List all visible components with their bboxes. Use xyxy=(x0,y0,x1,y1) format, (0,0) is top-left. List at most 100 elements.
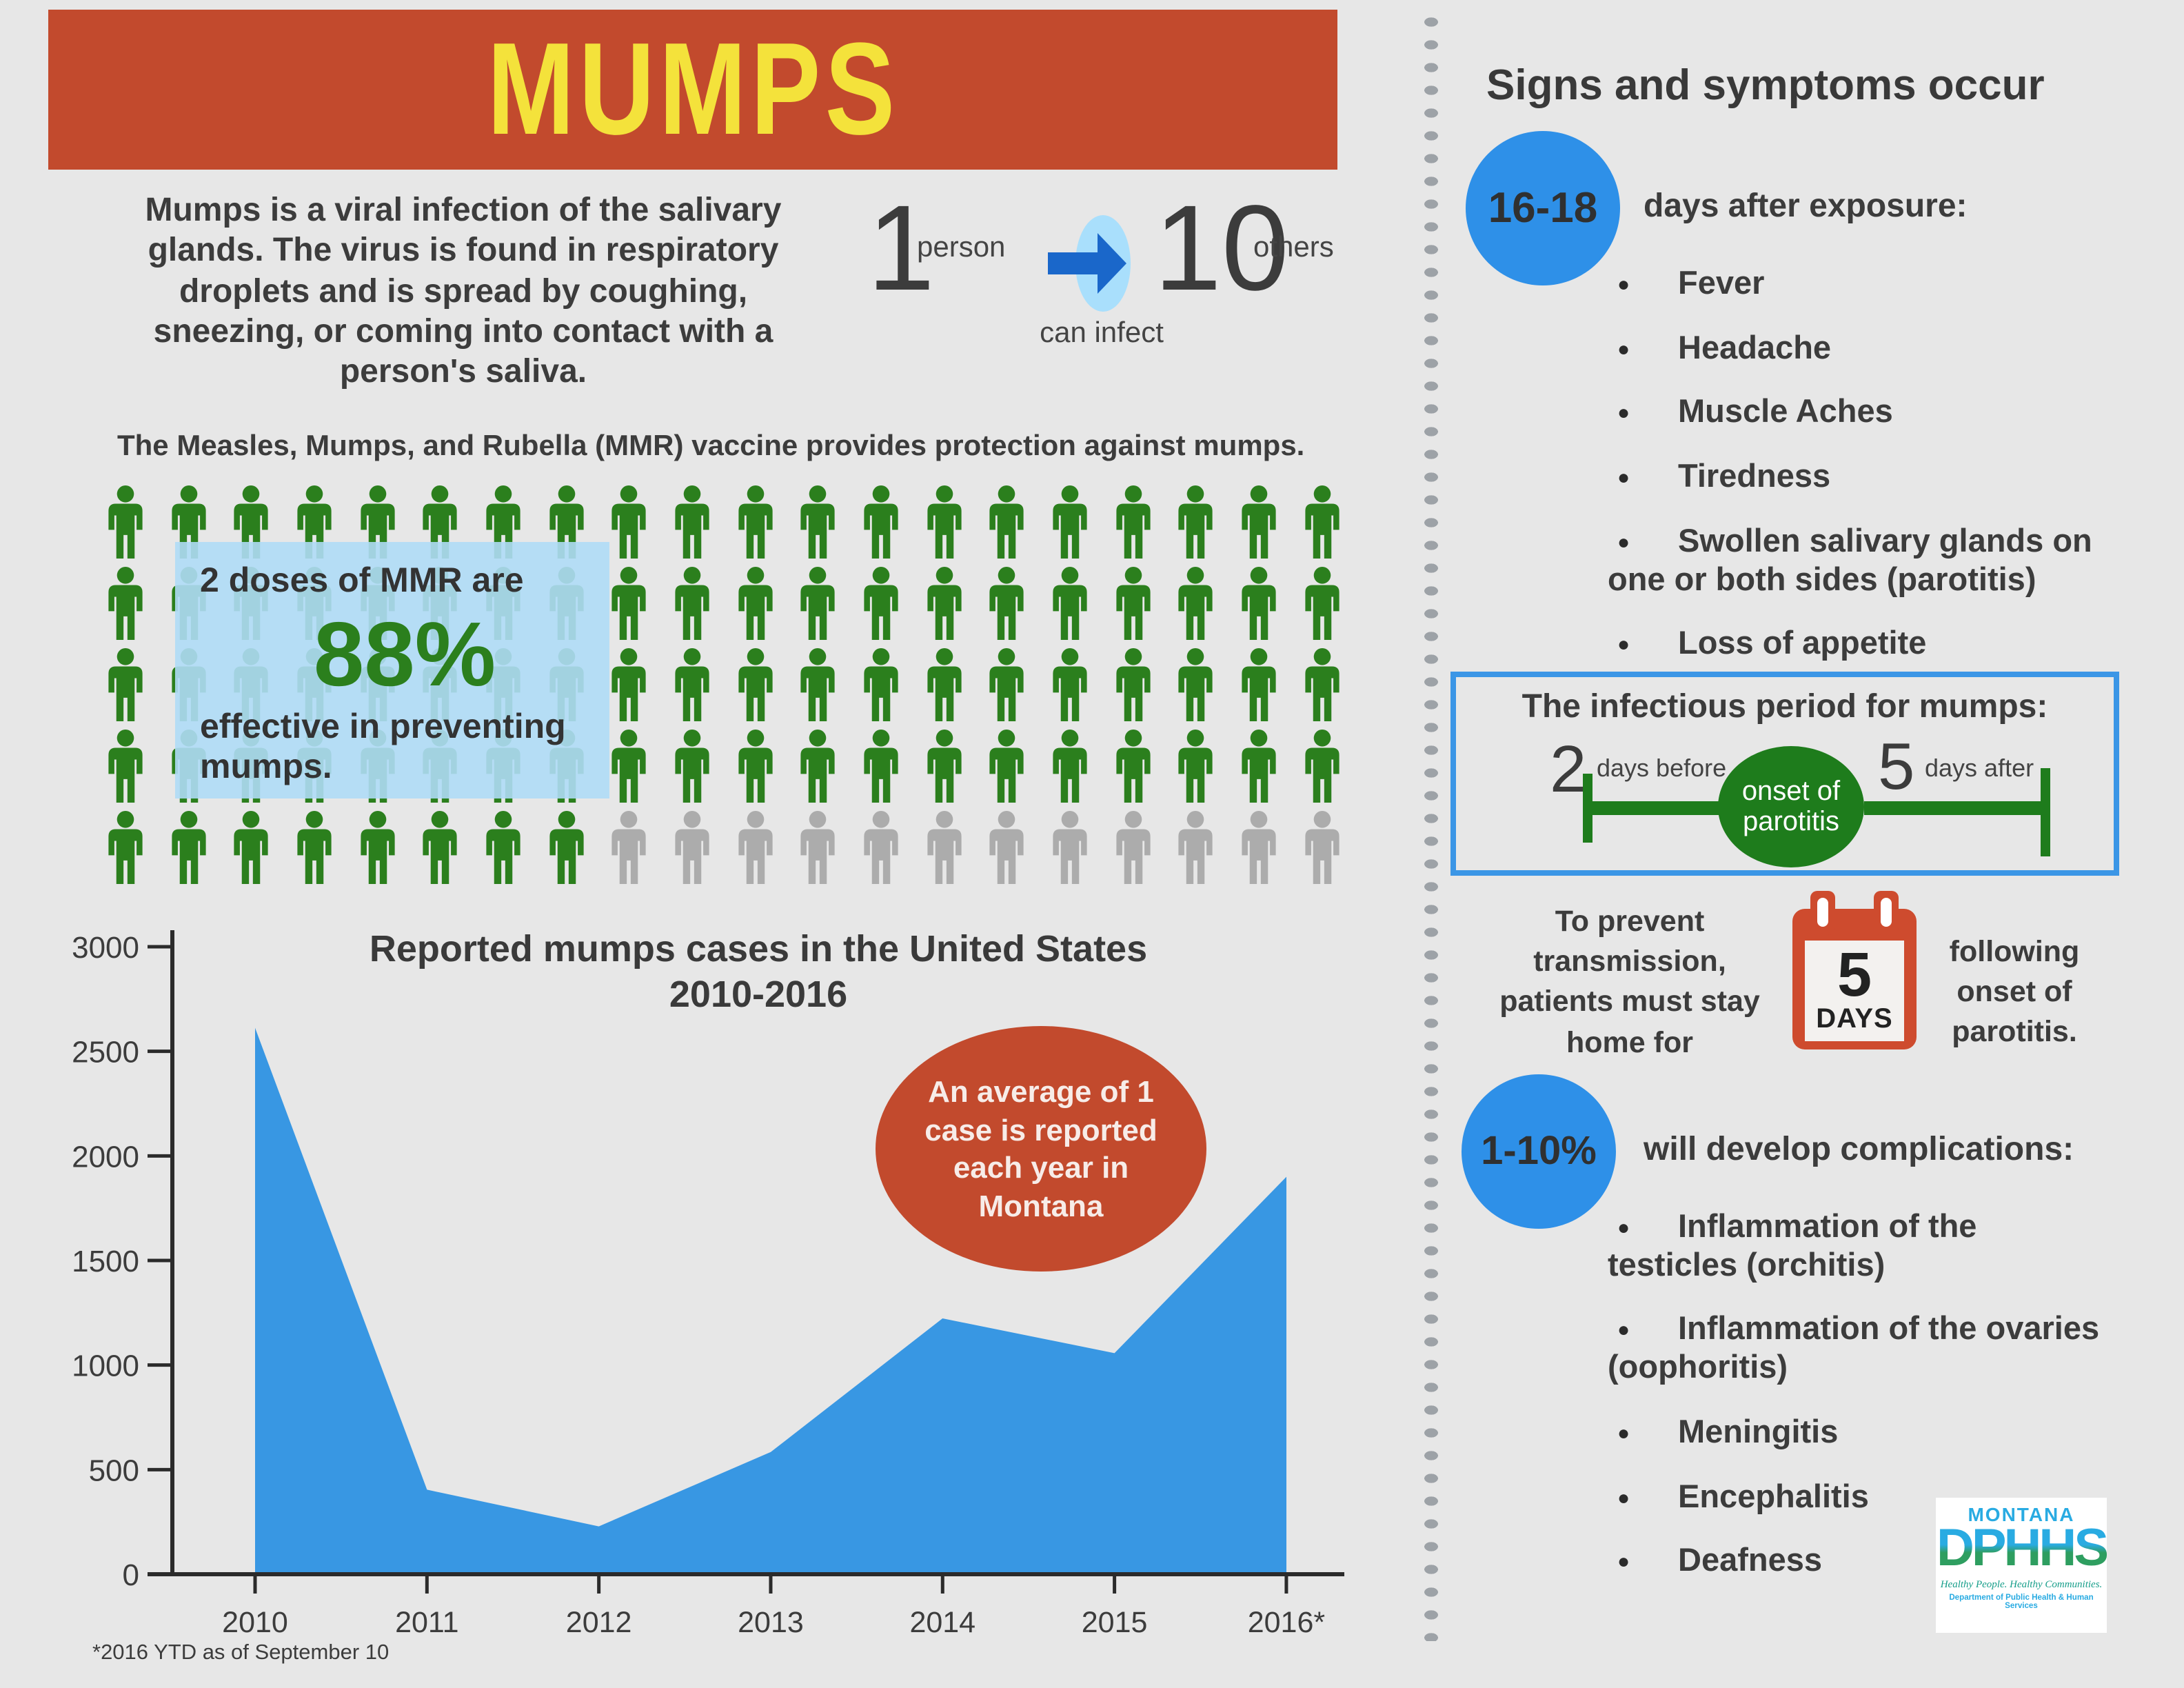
person-icon xyxy=(234,811,269,884)
list-item: Meningitis xyxy=(1608,1414,2112,1451)
person-icon xyxy=(1179,567,1213,640)
person-icon xyxy=(990,730,1024,803)
person-icon xyxy=(675,648,709,721)
person-icon xyxy=(1179,811,1213,884)
x-tick-label: 2013 xyxy=(738,1606,804,1639)
x-tick-label: 2011 xyxy=(395,1606,458,1639)
y-tick-label: 1500 xyxy=(72,1245,139,1278)
y-tick-label: 1000 xyxy=(72,1349,139,1383)
person-icon xyxy=(108,485,143,559)
person-icon xyxy=(738,811,773,884)
person-icon xyxy=(1053,485,1087,559)
incubation-label: days after exposure: xyxy=(1644,188,1968,225)
person-icon xyxy=(675,567,709,640)
infectious-period-title: The infectious period for mumps: xyxy=(1521,688,2048,725)
person-icon xyxy=(1242,485,1276,559)
person-icon xyxy=(801,648,836,721)
person-icon xyxy=(612,567,647,640)
person-icon xyxy=(1115,567,1151,640)
x-tick-label: 2012 xyxy=(566,1606,632,1639)
person-icon xyxy=(1053,567,1087,640)
list-item: Inflammation of the testicles (orchitis) xyxy=(1608,1208,2112,1285)
person-icon xyxy=(1179,730,1213,803)
person-icon xyxy=(927,811,962,884)
chart-title: Reported mumps cases in the United State… xyxy=(369,928,1148,1015)
person-icon xyxy=(675,730,709,803)
person-icon xyxy=(864,648,898,721)
person-icon xyxy=(675,485,709,559)
list-item: Muscle Aches xyxy=(1608,394,2132,432)
person-icon xyxy=(927,567,962,640)
list-item: Tiredness xyxy=(1608,458,2132,496)
person-icon xyxy=(1115,811,1151,884)
person-icon xyxy=(738,730,773,803)
person-icon xyxy=(927,730,962,803)
person-icon xyxy=(108,648,143,721)
person-icon xyxy=(990,485,1024,559)
onset-ellipse: onset of parotitis xyxy=(1718,746,1864,867)
complications-badge: 1-10% xyxy=(1462,1074,1616,1229)
mmr-effectiveness-box: 2 doses of MMR are 88% effective in prev… xyxy=(175,542,609,798)
logo-acronym: DPHHS xyxy=(1936,1520,2109,1578)
timeline-bar-left xyxy=(1583,801,1721,815)
y-tick-label: 0 xyxy=(123,1558,139,1592)
others-count: 10 xyxy=(1154,179,1289,316)
complications-label: will develop complications: xyxy=(1644,1131,2074,1168)
mumps-cases-area-chart: 0 500 1000 1500 2000 2500 3000 2010 2011 2012 2013… xyxy=(72,930,1344,1639)
person-icon xyxy=(297,811,332,884)
chart-footnote: *2016 YTD as of September 10 xyxy=(92,1641,390,1665)
person-icon xyxy=(486,811,520,884)
person-icon xyxy=(990,811,1024,884)
person-icon xyxy=(108,567,143,640)
person-icon xyxy=(1242,730,1276,803)
person-icon xyxy=(171,811,205,884)
x-tick-label: 2010 xyxy=(222,1606,288,1639)
logo-taglines: Healthy People. Healthy Communities. xyxy=(1940,1578,2103,1591)
dphhs-logo: MONTANA DPHHS Healthy People. Healthy Co… xyxy=(1936,1498,2109,1633)
person-icon xyxy=(927,648,962,721)
person-icon xyxy=(1242,648,1276,721)
days-before-label: days before xyxy=(1597,754,1727,782)
x-tick-label: 2016* xyxy=(1248,1606,1326,1639)
person-icon xyxy=(1115,730,1151,803)
effectiveness-stat: 88% xyxy=(313,603,496,705)
infect-arrow-icon xyxy=(1048,215,1131,312)
person-icon xyxy=(1115,485,1151,559)
days-before-value: 2 xyxy=(1550,734,1587,807)
y-tick-label: 500 xyxy=(89,1454,139,1487)
person-icon xyxy=(1053,730,1087,803)
list-item: Encephalitis xyxy=(1608,1478,2112,1516)
person-icon xyxy=(990,648,1024,721)
person-icon xyxy=(738,567,773,640)
transmission-stat: 1 person can infect 10 others xyxy=(848,179,1393,357)
person-icon xyxy=(1304,730,1339,803)
isolation-days-label: DAYS xyxy=(1816,1004,1893,1035)
effectiveness-line1: 2 doses of MMR are xyxy=(200,561,524,600)
person-icon xyxy=(549,811,584,884)
connector-label: can infect xyxy=(1040,317,1164,349)
person-icon xyxy=(864,567,898,640)
isolation-text-right: following onset of parotitis. xyxy=(1949,935,2080,1049)
person-icon xyxy=(1304,648,1339,721)
person-icon xyxy=(108,730,143,803)
person-icon xyxy=(423,811,458,884)
person-icon xyxy=(1304,485,1339,559)
person-icon xyxy=(1115,648,1151,721)
logo-department: Department of Public Health & Human Serv… xyxy=(1949,1594,2094,1611)
y-tick-label: 2000 xyxy=(72,1140,139,1174)
area-series xyxy=(255,1027,1286,1574)
person-icon xyxy=(612,730,647,803)
person-icon xyxy=(1053,811,1087,884)
isolation-text-left: To prevent transmission, patients must s… xyxy=(1499,905,1760,1059)
dotted-divider xyxy=(1424,11,1438,1641)
timeline-right-cap xyxy=(2041,768,2050,856)
person-icon xyxy=(1242,811,1276,884)
person-icon xyxy=(801,730,836,803)
days-after-value: 5 xyxy=(1878,731,1915,804)
signs-symptoms-header: Signs and symptoms occur xyxy=(1486,61,2045,109)
intro-paragraph: Mumps is a viral infection of the saliva… xyxy=(145,192,782,391)
effectiveness-line2: effective in preventing mumps. xyxy=(200,707,566,787)
list-item: Fever xyxy=(1608,265,2132,303)
x-tick-label: 2014 xyxy=(909,1606,975,1639)
person-icon xyxy=(1242,567,1276,640)
